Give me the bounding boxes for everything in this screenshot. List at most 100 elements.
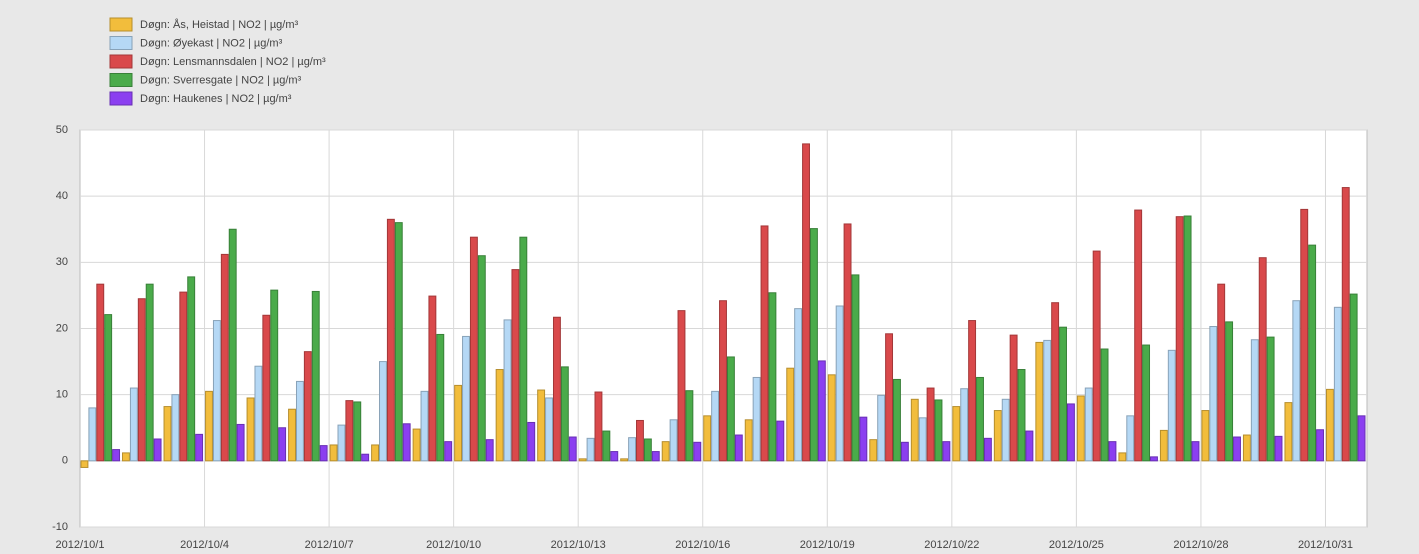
bar — [1250, 339, 1259, 462]
bar — [827, 374, 836, 462]
bar — [122, 452, 130, 462]
bar — [288, 408, 296, 462]
bar — [195, 433, 204, 462]
bar — [900, 441, 909, 462]
bar — [1051, 302, 1060, 462]
bar — [643, 438, 652, 462]
bar — [163, 406, 172, 462]
bar — [552, 316, 561, 462]
bar — [1175, 216, 1184, 462]
x-tick-label: 2012/10/10 — [426, 539, 481, 551]
bar — [1066, 403, 1075, 462]
bar — [420, 390, 429, 462]
bar — [353, 401, 362, 462]
bar — [129, 387, 138, 462]
bar — [1333, 306, 1342, 462]
bar — [112, 449, 121, 462]
bar — [329, 444, 338, 462]
bar — [361, 453, 370, 462]
bar — [786, 367, 795, 462]
bar — [1126, 415, 1135, 462]
bar — [809, 228, 818, 462]
bar — [1233, 436, 1241, 462]
bar — [402, 423, 411, 462]
bar — [345, 400, 354, 462]
bar — [1025, 430, 1034, 462]
bar — [768, 292, 777, 462]
bar — [1341, 187, 1350, 462]
bar — [303, 351, 312, 462]
bar — [1225, 321, 1234, 462]
bar — [495, 369, 504, 462]
bar — [1183, 215, 1192, 462]
bar — [270, 289, 279, 462]
bar — [794, 308, 803, 462]
bar — [519, 236, 528, 462]
bar — [1100, 348, 1109, 462]
bar — [760, 225, 769, 462]
bar — [379, 361, 387, 462]
bar — [620, 458, 629, 462]
bar — [1209, 326, 1218, 462]
y-tick-label: 30 — [56, 256, 68, 268]
bar — [254, 365, 263, 462]
bar — [295, 380, 304, 462]
bar — [96, 283, 105, 462]
bar — [983, 437, 992, 462]
bar — [610, 451, 619, 462]
bar — [669, 419, 678, 462]
bar — [976, 376, 984, 462]
bar — [752, 376, 761, 462]
bar — [262, 314, 271, 462]
bar — [835, 305, 844, 462]
bar — [394, 222, 403, 462]
bar — [1266, 336, 1275, 462]
x-tick-label: 2012/10/25 — [1049, 539, 1104, 551]
bar — [485, 439, 494, 462]
bar — [843, 223, 852, 462]
bar — [1150, 456, 1158, 462]
bar — [726, 356, 735, 462]
legend-label: Døgn: Ås, Heistad | NO2 | µg/m³ — [140, 18, 298, 31]
bar — [594, 391, 603, 462]
bar — [137, 298, 146, 462]
bar — [1300, 208, 1309, 462]
bar — [685, 390, 694, 462]
bar — [187, 276, 196, 462]
bar — [444, 441, 453, 462]
bar — [1092, 250, 1101, 462]
bar — [910, 398, 919, 462]
bar — [1292, 300, 1301, 462]
bar — [1118, 452, 1127, 462]
bar — [734, 434, 743, 462]
bar — [319, 445, 328, 462]
bar — [877, 394, 886, 462]
bar — [412, 428, 421, 462]
legend-swatch — [109, 17, 133, 32]
bar — [885, 333, 894, 462]
bar — [926, 387, 935, 462]
bar — [1017, 369, 1026, 462]
bar — [153, 438, 162, 462]
bar — [1316, 429, 1324, 462]
bar — [311, 290, 320, 462]
bar — [236, 423, 245, 462]
bar — [993, 410, 1002, 462]
bar — [802, 143, 810, 462]
bar — [560, 366, 569, 462]
bar — [1242, 434, 1251, 462]
bar — [602, 430, 611, 462]
bar — [1308, 244, 1317, 462]
bar — [104, 314, 113, 462]
bar — [568, 436, 577, 462]
legend-label: Døgn: Øyekast | NO2 | µg/m³ — [140, 37, 283, 49]
bar — [1217, 283, 1226, 462]
x-tick-label: 2012/10/1 — [56, 539, 105, 551]
bar — [968, 320, 977, 462]
bar — [942, 441, 951, 462]
bar — [651, 451, 660, 462]
y-tick-label: 20 — [56, 322, 68, 334]
x-tick-label: 2012/10/31 — [1298, 539, 1353, 551]
bar — [220, 253, 229, 462]
bar — [145, 283, 154, 462]
